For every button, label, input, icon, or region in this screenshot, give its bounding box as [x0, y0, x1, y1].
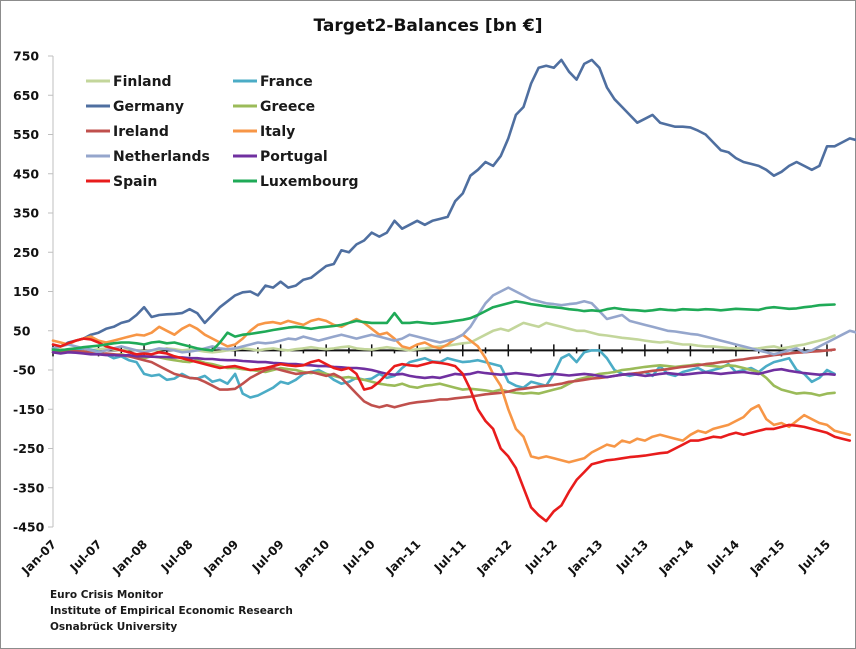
- legend-label-spain: Spain: [113, 174, 157, 190]
- x-tick-label: Jul-15: [795, 537, 833, 575]
- chart-title: Target2-Balances [bn €]: [313, 16, 542, 36]
- legend-label-finland: Finland: [113, 74, 172, 90]
- x-tick-label: Jul-07: [67, 537, 105, 575]
- series-line-ireland: [51, 348, 836, 409]
- x-tick-label: Jan-14: [656, 537, 697, 578]
- y-tick-label: -150: [13, 402, 45, 417]
- y-tick-label: -250: [13, 441, 45, 456]
- y-tick-label: 550: [13, 127, 39, 142]
- legend: Finland France Germany Greece Ireland Italy Ne…: [86, 74, 359, 190]
- y-axis: 750 650 550 450 350 250 150 50 -50 -150 -250 -350 -4…: [13, 49, 54, 535]
- x-tick-label: Jul-10: [340, 537, 378, 575]
- series-line-luxembourg: [51, 299, 836, 352]
- x-tick-label: Jan-11: [382, 537, 423, 578]
- y-tick-label: 150: [13, 284, 39, 299]
- x-tick-label: Jan-09: [200, 537, 241, 578]
- legend-label-luxembourg: Luxembourg: [260, 174, 359, 190]
- series-line-germany: [51, 58, 856, 350]
- x-tick-label: Jul-13: [613, 537, 651, 575]
- x-tick-label: Jul-11: [431, 537, 469, 575]
- x-tick-label: Jan-15: [747, 537, 788, 578]
- y-tick-label: -450: [13, 520, 45, 535]
- y-tick-label: -50: [13, 363, 36, 378]
- series-layer: [51, 58, 856, 523]
- y-tick-label: 250: [13, 245, 39, 260]
- legend-label-portugal: Portugal: [260, 149, 328, 165]
- credit-line: Euro Crisis Monitor: [50, 589, 164, 601]
- legend-label-greece: Greece: [260, 99, 315, 115]
- x-tick-label: Jul-14: [704, 537, 742, 575]
- y-tick-label: 50: [13, 323, 31, 338]
- credit-line: Institute of Empirical Economic Research: [50, 605, 293, 617]
- y-tick-label: 750: [13, 49, 39, 64]
- x-tick-label: Jan-12: [474, 537, 515, 578]
- y-tick-label: 350: [13, 206, 39, 221]
- y-tick-label: 450: [13, 166, 39, 181]
- legend-label-ireland: Ireland: [113, 124, 169, 140]
- legend-label-italy: Italy: [260, 124, 295, 140]
- series-line-italy: [51, 317, 852, 464]
- x-tick-label: Jul-08: [158, 537, 196, 575]
- x-tick-label: Jan-07: [18, 537, 59, 578]
- legend-label-germany: Germany: [113, 99, 184, 115]
- x-tick-label: Jan-10: [291, 537, 332, 578]
- legend-label-netherlands: Netherlands: [113, 149, 210, 165]
- legend-label-france: France: [260, 74, 313, 90]
- credit-line: Osnabrück University: [50, 621, 177, 633]
- x-tick-label: Jul-09: [249, 537, 287, 575]
- x-tick-label: Jul-12: [522, 537, 560, 575]
- x-tick-label: Jan-13: [565, 537, 606, 578]
- x-tick-label: Jan-08: [109, 537, 150, 578]
- credits: Euro Crisis Monitor Institute of Empirica…: [50, 589, 293, 633]
- y-tick-label: -350: [13, 480, 45, 495]
- x-axis: Jan-07 Jul-07 Jan-08 Jul-08 Jan-09 Jul-09 Jan-…: [18, 344, 833, 578]
- series-line-spain: [51, 337, 852, 523]
- y-tick-label: 650: [13, 88, 39, 103]
- series-line-netherlands: [51, 286, 856, 356]
